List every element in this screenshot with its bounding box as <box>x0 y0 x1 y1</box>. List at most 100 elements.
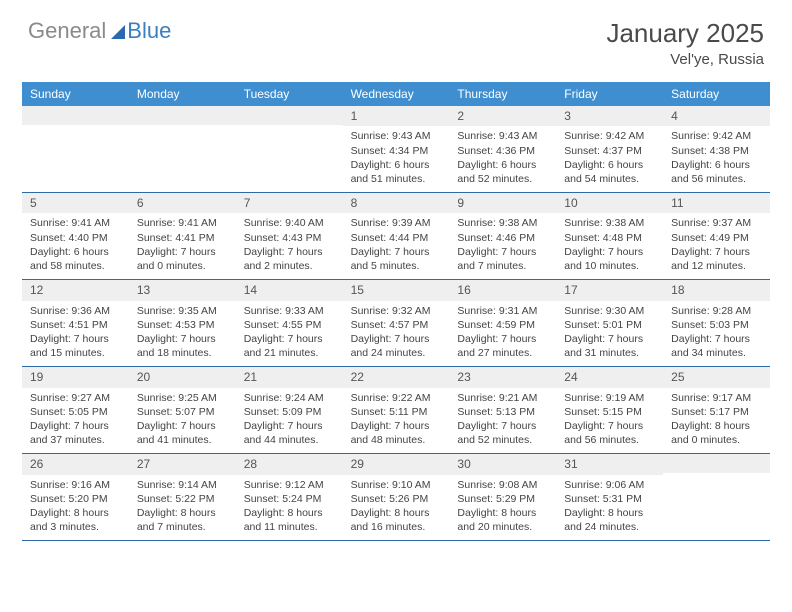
day-details: Sunrise: 9:19 AMSunset: 5:15 PMDaylight:… <box>556 388 663 454</box>
daylight-text: Daylight: 7 hours and 52 minutes. <box>457 419 548 447</box>
day-details: Sunrise: 9:32 AMSunset: 4:57 PMDaylight:… <box>343 301 450 367</box>
daylight-text: Daylight: 7 hours and 10 minutes. <box>564 245 655 273</box>
day-number: 26 <box>22 454 129 474</box>
week-row: 1Sunrise: 9:43 AMSunset: 4:34 PMDaylight… <box>22 106 770 193</box>
day-cell: 25Sunrise: 9:17 AMSunset: 5:17 PMDayligh… <box>663 367 770 453</box>
day-cell: 16Sunrise: 9:31 AMSunset: 4:59 PMDayligh… <box>449 280 556 366</box>
daylight-text: Daylight: 7 hours and 18 minutes. <box>137 332 228 360</box>
sunset-text: Sunset: 4:48 PM <box>564 231 655 245</box>
day-cell <box>663 454 770 540</box>
day-number <box>663 454 770 473</box>
week-row: 5Sunrise: 9:41 AMSunset: 4:40 PMDaylight… <box>22 193 770 280</box>
day-number: 24 <box>556 367 663 387</box>
sunset-text: Sunset: 4:55 PM <box>244 318 335 332</box>
sunrise-text: Sunrise: 9:40 AM <box>244 216 335 230</box>
calendar: SundayMondayTuesdayWednesdayThursdayFrid… <box>22 82 770 541</box>
sunrise-text: Sunrise: 9:21 AM <box>457 391 548 405</box>
sunset-text: Sunset: 4:57 PM <box>351 318 442 332</box>
day-number: 29 <box>343 454 450 474</box>
day-cell: 23Sunrise: 9:21 AMSunset: 5:13 PMDayligh… <box>449 367 556 453</box>
day-cell: 29Sunrise: 9:10 AMSunset: 5:26 PMDayligh… <box>343 454 450 540</box>
daylight-text: Daylight: 7 hours and 24 minutes. <box>351 332 442 360</box>
logo-part1: General <box>28 18 106 44</box>
daylight-text: Daylight: 7 hours and 27 minutes. <box>457 332 548 360</box>
day-details: Sunrise: 9:35 AMSunset: 4:53 PMDaylight:… <box>129 301 236 367</box>
day-details: Sunrise: 9:27 AMSunset: 5:05 PMDaylight:… <box>22 388 129 454</box>
day-cell: 3Sunrise: 9:42 AMSunset: 4:37 PMDaylight… <box>556 106 663 192</box>
day-number: 19 <box>22 367 129 387</box>
sunset-text: Sunset: 5:07 PM <box>137 405 228 419</box>
sunset-text: Sunset: 5:22 PM <box>137 492 228 506</box>
day-number: 1 <box>343 106 450 126</box>
month-title: January 2025 <box>606 18 764 49</box>
day-number: 18 <box>663 280 770 300</box>
sunrise-text: Sunrise: 9:38 AM <box>457 216 548 230</box>
daylight-text: Daylight: 7 hours and 34 minutes. <box>671 332 762 360</box>
logo-triangle-icon <box>111 25 125 39</box>
day-details: Sunrise: 9:37 AMSunset: 4:49 PMDaylight:… <box>663 213 770 279</box>
sunrise-text: Sunrise: 9:42 AM <box>671 129 762 143</box>
day-details: Sunrise: 9:06 AMSunset: 5:31 PMDaylight:… <box>556 475 663 541</box>
day-number: 14 <box>236 280 343 300</box>
day-number: 10 <box>556 193 663 213</box>
sunrise-text: Sunrise: 9:06 AM <box>564 478 655 492</box>
week-row: 12Sunrise: 9:36 AMSunset: 4:51 PMDayligh… <box>22 280 770 367</box>
daylight-text: Daylight: 7 hours and 15 minutes. <box>30 332 121 360</box>
day-number: 27 <box>129 454 236 474</box>
day-details: Sunrise: 9:17 AMSunset: 5:17 PMDaylight:… <box>663 388 770 454</box>
day-details: Sunrise: 9:40 AMSunset: 4:43 PMDaylight:… <box>236 213 343 279</box>
sunset-text: Sunset: 5:20 PM <box>30 492 121 506</box>
sunrise-text: Sunrise: 9:38 AM <box>564 216 655 230</box>
sunrise-text: Sunrise: 9:27 AM <box>30 391 121 405</box>
day-details: Sunrise: 9:22 AMSunset: 5:11 PMDaylight:… <box>343 388 450 454</box>
daylight-text: Daylight: 7 hours and 5 minutes. <box>351 245 442 273</box>
weekday-label: Tuesday <box>236 82 343 106</box>
day-cell <box>236 106 343 192</box>
day-number: 20 <box>129 367 236 387</box>
sunrise-text: Sunrise: 9:24 AM <box>244 391 335 405</box>
sunset-text: Sunset: 4:37 PM <box>564 144 655 158</box>
day-cell: 31Sunrise: 9:06 AMSunset: 5:31 PMDayligh… <box>556 454 663 540</box>
day-cell: 24Sunrise: 9:19 AMSunset: 5:15 PMDayligh… <box>556 367 663 453</box>
day-details: Sunrise: 9:16 AMSunset: 5:20 PMDaylight:… <box>22 475 129 541</box>
sunrise-text: Sunrise: 9:41 AM <box>30 216 121 230</box>
day-details: Sunrise: 9:25 AMSunset: 5:07 PMDaylight:… <box>129 388 236 454</box>
daylight-text: Daylight: 7 hours and 48 minutes. <box>351 419 442 447</box>
sunset-text: Sunset: 4:34 PM <box>351 144 442 158</box>
sunset-text: Sunset: 4:53 PM <box>137 318 228 332</box>
day-number: 31 <box>556 454 663 474</box>
day-number: 3 <box>556 106 663 126</box>
day-details: Sunrise: 9:43 AMSunset: 4:34 PMDaylight:… <box>343 126 450 192</box>
day-cell: 2Sunrise: 9:43 AMSunset: 4:36 PMDaylight… <box>449 106 556 192</box>
sunrise-text: Sunrise: 9:25 AM <box>137 391 228 405</box>
day-cell: 7Sunrise: 9:40 AMSunset: 4:43 PMDaylight… <box>236 193 343 279</box>
day-cell: 5Sunrise: 9:41 AMSunset: 4:40 PMDaylight… <box>22 193 129 279</box>
sunrise-text: Sunrise: 9:37 AM <box>671 216 762 230</box>
day-cell: 14Sunrise: 9:33 AMSunset: 4:55 PMDayligh… <box>236 280 343 366</box>
weekday-label: Monday <box>129 82 236 106</box>
sunrise-text: Sunrise: 9:14 AM <box>137 478 228 492</box>
day-number <box>236 106 343 125</box>
day-number <box>22 106 129 125</box>
sunset-text: Sunset: 5:05 PM <box>30 405 121 419</box>
sunset-text: Sunset: 4:36 PM <box>457 144 548 158</box>
day-details: Sunrise: 9:12 AMSunset: 5:24 PMDaylight:… <box>236 475 343 541</box>
day-number <box>129 106 236 125</box>
day-cell: 4Sunrise: 9:42 AMSunset: 4:38 PMDaylight… <box>663 106 770 192</box>
sunrise-text: Sunrise: 9:36 AM <box>30 304 121 318</box>
day-details: Sunrise: 9:39 AMSunset: 4:44 PMDaylight:… <box>343 213 450 279</box>
logo: General Blue <box>28 18 171 44</box>
daylight-text: Daylight: 8 hours and 24 minutes. <box>564 506 655 534</box>
day-number: 22 <box>343 367 450 387</box>
daylight-text: Daylight: 8 hours and 0 minutes. <box>671 419 762 447</box>
day-cell <box>22 106 129 192</box>
day-details: Sunrise: 9:42 AMSunset: 4:38 PMDaylight:… <box>663 126 770 192</box>
week-row: 26Sunrise: 9:16 AMSunset: 5:20 PMDayligh… <box>22 454 770 541</box>
day-cell: 1Sunrise: 9:43 AMSunset: 4:34 PMDaylight… <box>343 106 450 192</box>
sunset-text: Sunset: 5:03 PM <box>671 318 762 332</box>
day-details: Sunrise: 9:28 AMSunset: 5:03 PMDaylight:… <box>663 301 770 367</box>
day-cell: 17Sunrise: 9:30 AMSunset: 5:01 PMDayligh… <box>556 280 663 366</box>
daylight-text: Daylight: 7 hours and 44 minutes. <box>244 419 335 447</box>
sunrise-text: Sunrise: 9:22 AM <box>351 391 442 405</box>
daylight-text: Daylight: 7 hours and 12 minutes. <box>671 245 762 273</box>
